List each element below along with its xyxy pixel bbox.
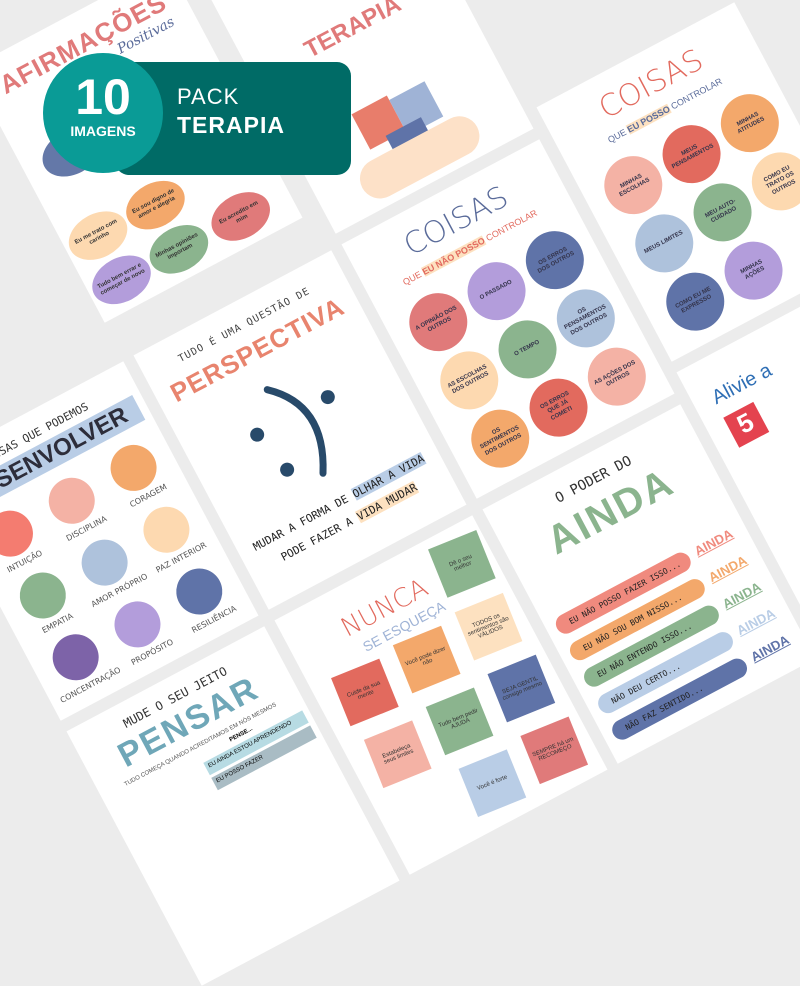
circle-item: MEUS LIMITES	[625, 204, 704, 283]
badge-label: IMAGENS	[70, 123, 136, 139]
sticky-note: Estabeleça seus limites	[363, 720, 432, 789]
circle-item: MINHAS ESCOLHAS	[594, 145, 673, 225]
ainda-word: AINDA	[720, 578, 764, 612]
subtitle-pre: QUE	[606, 126, 629, 145]
ainda-word: AINDA	[705, 552, 750, 586]
circle-item: O TEMPO	[488, 310, 567, 389]
alivie-number: 5	[723, 401, 770, 448]
circle-item: MEU AUTO-CUIDADO	[683, 173, 762, 252]
sticky-note: Você é forte	[458, 749, 527, 818]
circle-item: O PASSADO	[457, 251, 536, 331]
sad-face-icon	[250, 386, 335, 477]
circle-item: OS SENTIMENTOS DOS OUTROS	[461, 399, 540, 478]
perspectiva-card: TUDO É UMA QUESTÃO DE PERSPECTIVA MUDAR …	[133, 250, 467, 610]
sticky-note: SEJA GENTIL consigo mesmo	[487, 654, 556, 723]
circle-item: MEUS PENSAMENTOS	[652, 114, 731, 194]
badge-count: 10	[75, 69, 131, 125]
circle-item: MINHAS AÇÕES	[714, 231, 793, 310]
banner-title: TERAPIA	[177, 112, 285, 138]
ainda-word: AINDA	[691, 526, 736, 559]
circle-item: A OPINIÃO DOS OUTROS	[399, 282, 478, 362]
circle-item: COMO EU ME EXPRESSO	[656, 262, 735, 341]
sticky-note: Cuide da sua mente	[331, 658, 399, 727]
sticky-note: SEMPRE há um RECOMEÇO	[520, 716, 589, 785]
ainda-word: AINDA	[734, 605, 778, 639]
sticky-note: Tudo bem pedir AJUDA	[425, 687, 494, 756]
ainda-word: AINDA	[748, 631, 792, 665]
bubble: Eu acredito em mim	[203, 182, 279, 251]
circle-item: OS PENSAMENTOS DOS OUTROS	[546, 279, 626, 358]
circle-item: OS ERROS QUE JÁ COMETI	[519, 368, 598, 447]
circle-item: AS ESCOLHAS DOS OUTROS	[430, 341, 509, 420]
sticky-note: TODOS os sentimentos são VÁLIDOS	[454, 592, 523, 661]
sticky-note: Dê o seu melhor	[428, 530, 496, 598]
subtitle-pre: QUE	[401, 269, 424, 288]
alivie-title: Alivie a	[708, 359, 776, 409]
banner-pack: PACK	[177, 84, 240, 109]
circle-item: MINHAS ATITUDES	[710, 83, 790, 163]
circle-item: AS AÇÕES DOS OUTROS	[577, 337, 657, 416]
circle-item: OS ERROS DOS OUTROS	[515, 220, 595, 300]
count-badge: 10 IMAGENS	[43, 53, 163, 173]
